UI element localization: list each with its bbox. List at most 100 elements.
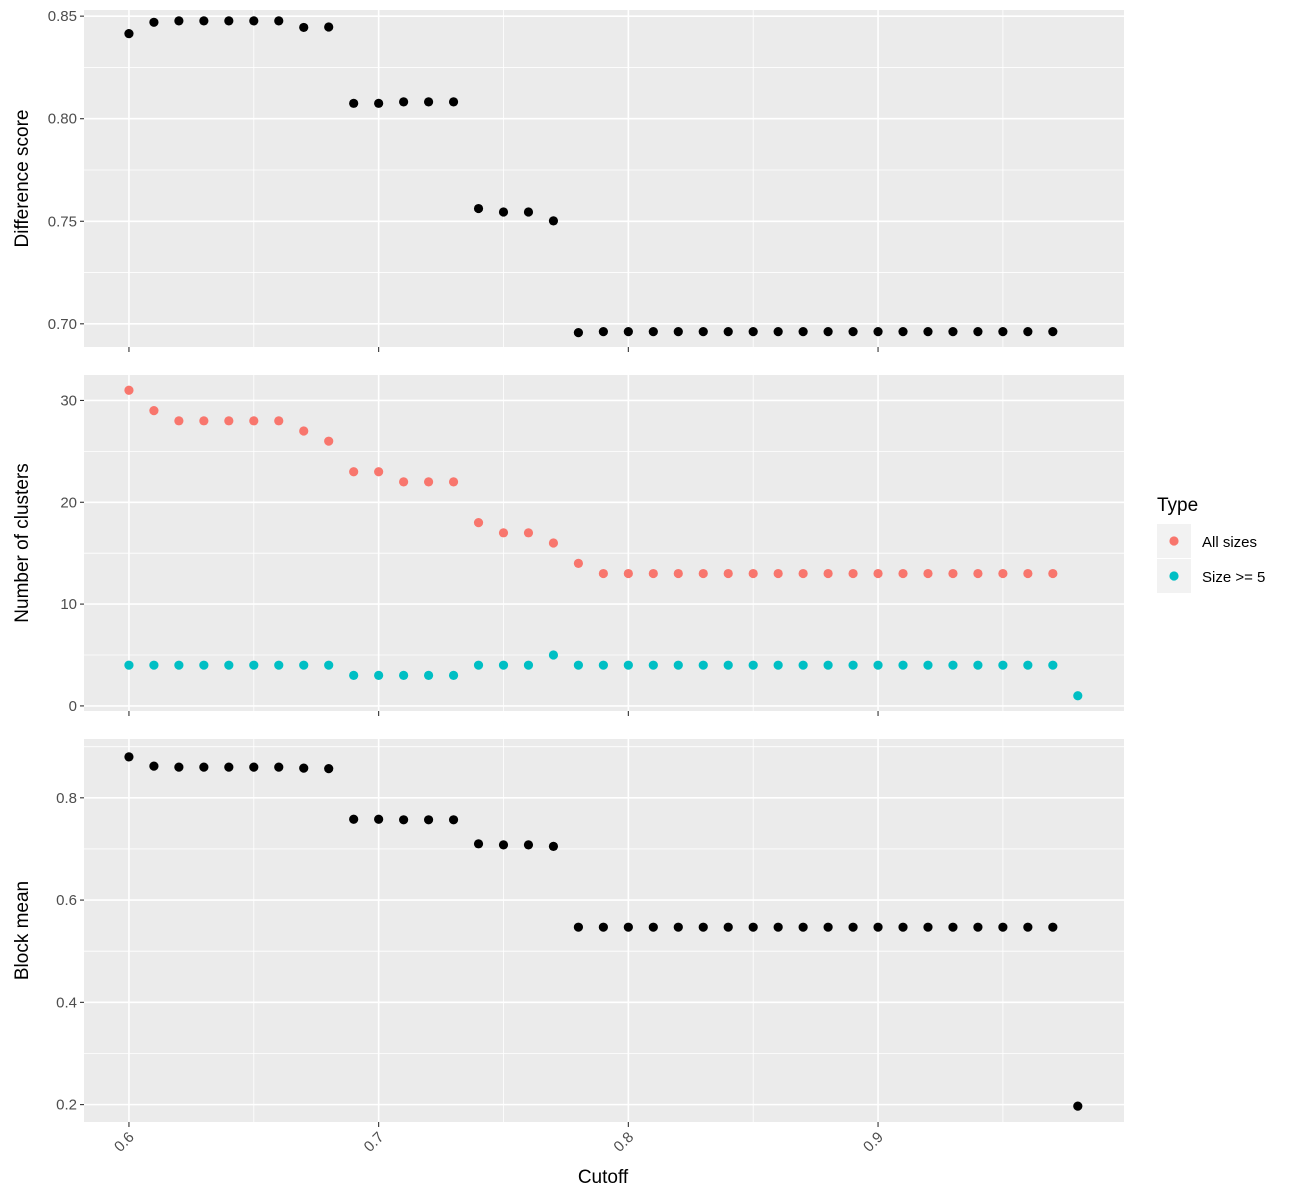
data-point [349, 98, 359, 108]
y-tick-label: 10 [60, 596, 77, 613]
data-point [598, 660, 608, 670]
data-point [973, 660, 983, 670]
data-point [1023, 922, 1033, 932]
data-point [1023, 660, 1033, 670]
data-point [124, 28, 134, 39]
data-point [124, 660, 134, 670]
data-point [748, 922, 758, 932]
data-point [698, 660, 708, 670]
data-point [399, 670, 409, 680]
data-point [374, 670, 384, 680]
data-point [623, 327, 633, 337]
data-point [199, 660, 209, 670]
data-point [873, 660, 883, 670]
data-point [498, 660, 509, 670]
y-tick-label: 0.75 [48, 213, 77, 230]
data-point [973, 327, 983, 337]
data-point [973, 922, 983, 932]
data-point [898, 327, 908, 337]
data-point [374, 467, 384, 477]
data-point [573, 660, 584, 670]
data-point [324, 660, 334, 670]
data-point [1023, 327, 1033, 337]
data-point [498, 840, 509, 850]
data-point [998, 327, 1008, 337]
data-point [473, 839, 484, 849]
data-point [598, 327, 608, 337]
legend-swatch-size-ge-5 [1169, 571, 1179, 581]
data-point [998, 922, 1008, 932]
data-point [124, 752, 134, 762]
data-point [149, 17, 159, 27]
data-point [473, 203, 484, 214]
data-point [349, 814, 359, 824]
data-point [199, 762, 209, 772]
data-point [623, 568, 633, 579]
data-point [274, 16, 284, 26]
y-tick-label: 0.6 [56, 892, 77, 909]
x-tick-label: 0.7 [361, 1129, 388, 1156]
data-point [174, 660, 184, 670]
data-point [399, 477, 409, 487]
data-point [823, 568, 833, 579]
data-point [548, 650, 559, 660]
data-point [723, 568, 733, 579]
data-point [1048, 568, 1058, 579]
series-0-0 [124, 16, 1058, 338]
data-point [873, 568, 883, 579]
data-point [448, 815, 459, 825]
data-point [299, 763, 309, 773]
x-tick-label: 0.8 [610, 1129, 637, 1156]
data-point [448, 477, 459, 487]
series-2-0 [124, 752, 1083, 1111]
data-point [673, 568, 683, 579]
data-point [623, 660, 633, 670]
data-point [848, 568, 858, 579]
data-point [873, 327, 883, 337]
data-point [648, 922, 658, 932]
data-point [948, 568, 958, 579]
data-point [374, 98, 384, 108]
data-point [1023, 568, 1033, 579]
data-point [673, 660, 683, 670]
y-tick-label: 20 [60, 494, 77, 511]
data-point [149, 660, 159, 670]
data-point [798, 922, 808, 932]
data-point [748, 327, 758, 337]
data-point [249, 762, 259, 772]
panel-background [84, 375, 1124, 711]
data-point [623, 922, 633, 932]
data-point [573, 558, 584, 568]
data-point [823, 660, 833, 670]
data-point [274, 660, 284, 670]
data-point [423, 477, 434, 487]
legend-label-size-ge-5: Size >= 5 [1202, 569, 1265, 586]
data-point [773, 660, 783, 670]
y-tick-label: 0 [69, 698, 77, 715]
data-point [723, 922, 733, 932]
data-point [923, 660, 933, 670]
data-point [648, 568, 658, 579]
data-point [748, 660, 758, 670]
y-tick-label: 30 [60, 392, 77, 409]
x-tick-label: 0.9 [860, 1129, 887, 1156]
data-point [174, 16, 184, 26]
data-point [598, 568, 608, 579]
data-point [823, 922, 833, 932]
panel-block-mean: 0.2 0.4 0.6 0.8 Block mean [12, 739, 1124, 1127]
data-point [598, 922, 608, 932]
data-point [149, 406, 159, 416]
legend-title: Type [1157, 495, 1198, 516]
data-point [274, 416, 284, 426]
data-point [798, 568, 808, 579]
panel-difference-score: 0.70 0.75 0.80 0.85 Difference score [12, 8, 1124, 352]
data-point [423, 815, 434, 825]
data-point [873, 922, 883, 932]
data-point [399, 97, 409, 107]
data-point [573, 328, 584, 338]
data-point [673, 327, 683, 337]
data-point [848, 922, 858, 932]
data-point [548, 216, 559, 226]
y-axis-title: Number of clusters [12, 463, 33, 622]
